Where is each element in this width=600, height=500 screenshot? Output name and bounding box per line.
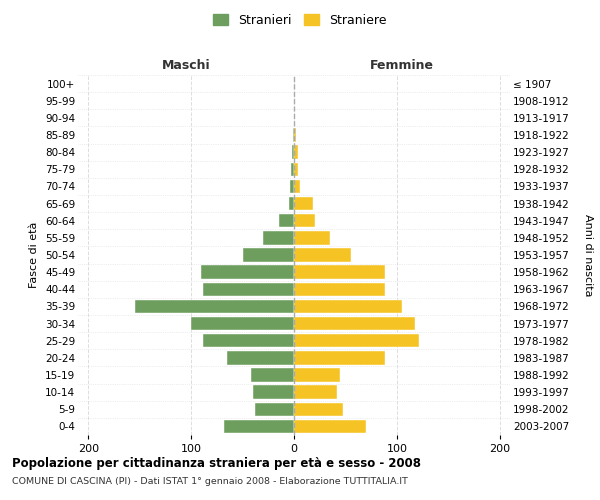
Bar: [293, 128, 294, 141]
Bar: [203, 334, 294, 347]
Bar: [294, 420, 366, 433]
Bar: [294, 334, 419, 347]
Bar: [294, 248, 350, 262]
Bar: [294, 146, 298, 159]
Y-axis label: Fasce di età: Fasce di età: [29, 222, 40, 288]
Bar: [294, 197, 313, 210]
Text: Femmine: Femmine: [370, 58, 434, 71]
Bar: [134, 300, 294, 313]
Bar: [294, 402, 343, 416]
Bar: [255, 402, 294, 416]
Bar: [294, 386, 337, 399]
Bar: [203, 282, 294, 296]
Bar: [224, 420, 294, 433]
Bar: [294, 128, 296, 141]
Bar: [191, 317, 294, 330]
Bar: [294, 368, 340, 382]
Bar: [253, 386, 294, 399]
Bar: [263, 231, 294, 244]
Legend: Stranieri, Straniere: Stranieri, Straniere: [208, 8, 392, 32]
Bar: [294, 266, 385, 279]
Bar: [289, 197, 294, 210]
Bar: [294, 231, 330, 244]
Bar: [294, 214, 314, 228]
Bar: [294, 162, 298, 176]
Text: Popolazione per cittadinanza straniera per età e sesso - 2008: Popolazione per cittadinanza straniera p…: [12, 458, 421, 470]
Bar: [294, 282, 385, 296]
Bar: [202, 266, 294, 279]
Bar: [294, 180, 300, 193]
Y-axis label: Anni di nascita: Anni di nascita: [583, 214, 593, 296]
Bar: [291, 162, 294, 176]
Bar: [227, 351, 294, 364]
Bar: [294, 351, 385, 364]
Bar: [251, 368, 294, 382]
Bar: [278, 214, 294, 228]
Bar: [290, 180, 294, 193]
Text: COMUNE DI CASCINA (PI) - Dati ISTAT 1° gennaio 2008 - Elaborazione TUTTITALIA.IT: COMUNE DI CASCINA (PI) - Dati ISTAT 1° g…: [12, 478, 408, 486]
Bar: [292, 146, 294, 159]
Bar: [242, 248, 294, 262]
Text: Maschi: Maschi: [161, 58, 211, 71]
Bar: [294, 317, 415, 330]
Bar: [294, 300, 402, 313]
